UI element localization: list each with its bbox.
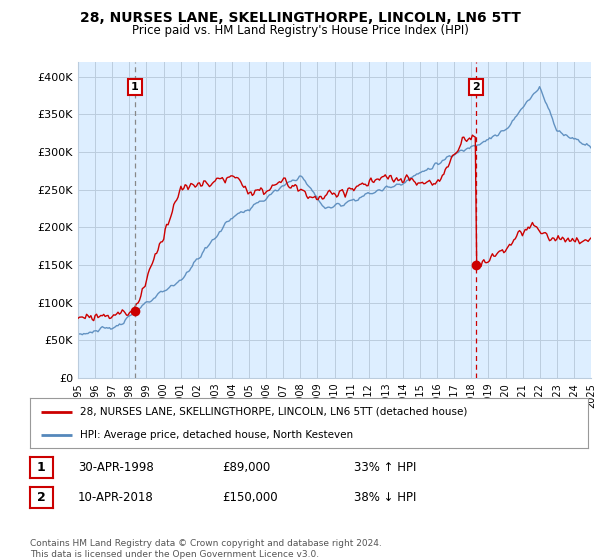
- Text: 1: 1: [131, 82, 139, 92]
- Text: 33% ↑ HPI: 33% ↑ HPI: [354, 461, 416, 474]
- Text: £150,000: £150,000: [222, 491, 278, 504]
- Text: 2: 2: [472, 82, 480, 92]
- Text: 28, NURSES LANE, SKELLINGTHORPE, LINCOLN, LN6 5TT: 28, NURSES LANE, SKELLINGTHORPE, LINCOLN…: [80, 11, 520, 25]
- Text: HPI: Average price, detached house, North Kesteven: HPI: Average price, detached house, Nort…: [80, 431, 353, 440]
- Text: 1: 1: [37, 461, 46, 474]
- Text: 2: 2: [37, 491, 46, 504]
- Text: Price paid vs. HM Land Registry's House Price Index (HPI): Price paid vs. HM Land Registry's House …: [131, 24, 469, 36]
- Text: 30-APR-1998: 30-APR-1998: [78, 461, 154, 474]
- Text: £89,000: £89,000: [222, 461, 270, 474]
- Text: 28, NURSES LANE, SKELLINGTHORPE, LINCOLN, LN6 5TT (detached house): 28, NURSES LANE, SKELLINGTHORPE, LINCOLN…: [80, 407, 467, 417]
- Text: Contains HM Land Registry data © Crown copyright and database right 2024.
This d: Contains HM Land Registry data © Crown c…: [30, 539, 382, 559]
- Text: 38% ↓ HPI: 38% ↓ HPI: [354, 491, 416, 504]
- Text: 10-APR-2018: 10-APR-2018: [78, 491, 154, 504]
